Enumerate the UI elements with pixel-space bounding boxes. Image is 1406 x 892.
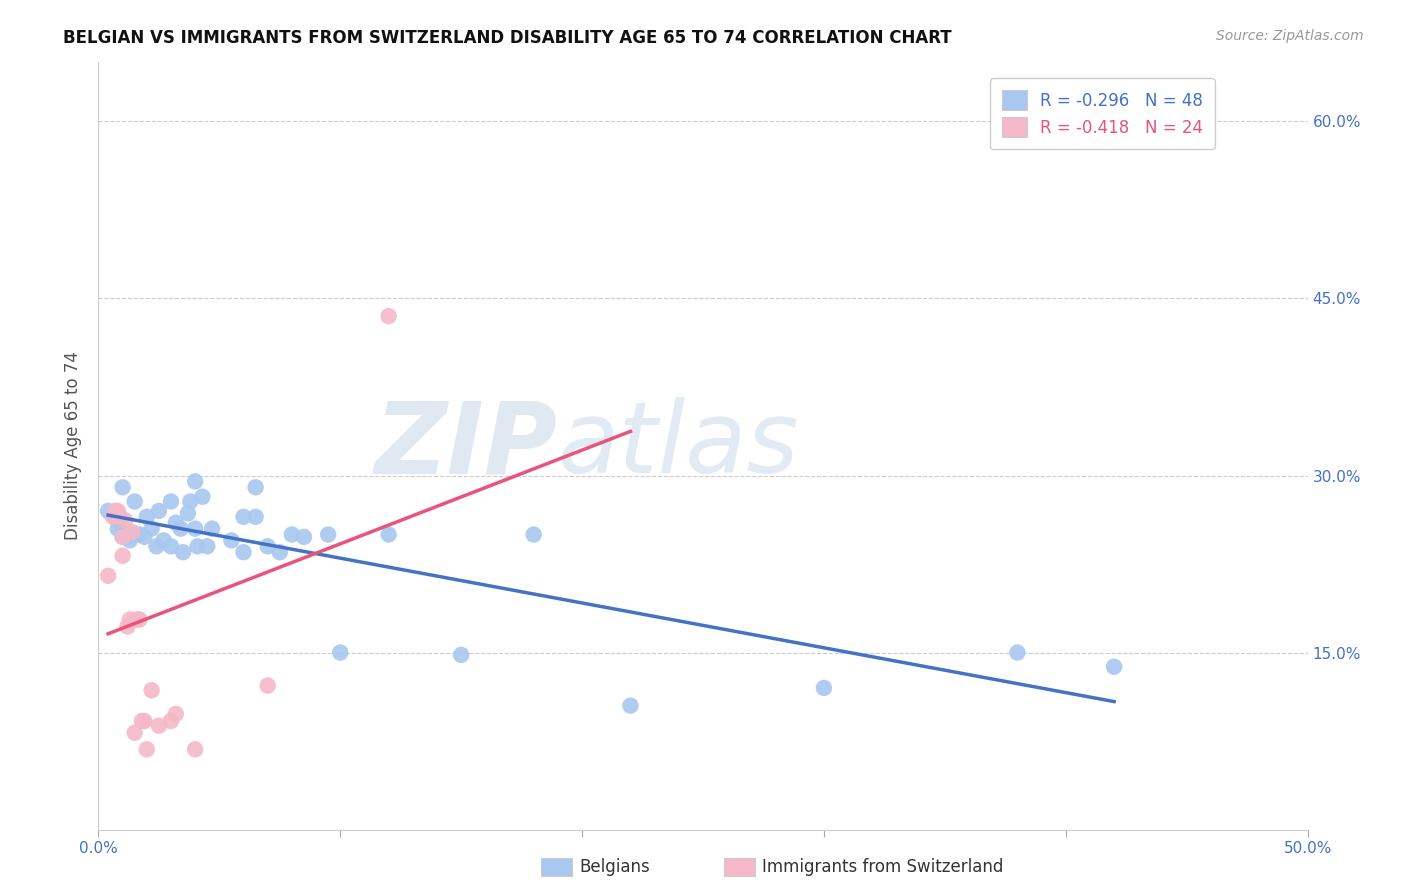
Point (281, 527, 304, 541)
Point (450, 648, 472, 662)
Text: Immigrants from Switzerland: Immigrants from Switzerland (762, 858, 1004, 876)
Point (118, 533, 141, 548)
Point (128, 612, 150, 626)
Point (179, 494, 201, 508)
Y-axis label: Disability Age 65 to 74: Disability Age 65 to 74 (65, 351, 83, 541)
Point (135, 509, 157, 524)
Point (124, 494, 146, 508)
Point (221, 533, 243, 548)
Point (114, 513, 136, 527)
Point (169, 522, 191, 536)
Point (117, 619, 139, 633)
Point (111, 549, 134, 563)
Point (377, 309, 399, 323)
Point (269, 545, 291, 559)
Text: atlas: atlas (558, 398, 800, 494)
Point (160, 494, 183, 508)
Point (111, 480, 134, 494)
Point (117, 530, 139, 544)
Point (131, 714, 153, 728)
Point (523, 527, 546, 541)
Point (619, 698, 641, 713)
Point (124, 726, 146, 740)
Point (97, 504, 120, 518)
Point (165, 516, 187, 530)
Point (107, 504, 129, 518)
Point (184, 475, 207, 489)
Point (118, 612, 141, 626)
Point (145, 539, 167, 553)
Point (108, 509, 131, 524)
Point (172, 545, 194, 559)
Point (1102, 659, 1125, 673)
Point (108, 516, 131, 530)
Point (135, 742, 157, 756)
Point (160, 714, 183, 728)
Text: BELGIAN VS IMMIGRANTS FROM SWITZERLAND DISABILITY AGE 65 TO 74 CORRELATION CHART: BELGIAN VS IMMIGRANTS FROM SWITZERLAND D… (63, 29, 952, 47)
Point (160, 539, 183, 553)
Point (184, 742, 207, 756)
Point (134, 530, 156, 544)
Point (191, 490, 214, 504)
Point (165, 706, 187, 721)
Point (292, 530, 315, 544)
Text: ZIP: ZIP (375, 398, 558, 494)
Point (148, 504, 170, 518)
Point (104, 509, 127, 524)
Point (141, 683, 163, 698)
Point (134, 714, 156, 728)
Point (256, 539, 278, 553)
Point (316, 527, 339, 541)
Point (377, 527, 399, 541)
Point (101, 509, 124, 524)
Point (152, 533, 174, 548)
Point (127, 612, 149, 626)
Point (184, 522, 207, 536)
Point (104, 504, 127, 518)
Point (148, 719, 170, 733)
Point (141, 522, 163, 536)
Point (97, 569, 120, 583)
Point (195, 539, 218, 553)
Point (111, 530, 134, 544)
Point (232, 545, 254, 559)
Point (187, 539, 209, 553)
Point (1007, 646, 1029, 660)
Point (256, 679, 278, 693)
Point (232, 509, 254, 524)
Point (201, 522, 224, 536)
Point (121, 525, 143, 540)
Legend: R = -0.296   N = 48, R = -0.418   N = 24: R = -0.296 N = 48, R = -0.418 N = 24 (990, 78, 1215, 149)
Point (111, 530, 134, 544)
Point (329, 646, 352, 660)
Point (107, 522, 129, 536)
Text: Belgians: Belgians (579, 858, 650, 876)
Point (245, 509, 267, 524)
Point (128, 527, 150, 541)
Point (124, 527, 146, 541)
Point (177, 506, 200, 520)
Point (813, 681, 835, 695)
Text: Source: ZipAtlas.com: Source: ZipAtlas.com (1216, 29, 1364, 44)
Point (245, 480, 267, 494)
